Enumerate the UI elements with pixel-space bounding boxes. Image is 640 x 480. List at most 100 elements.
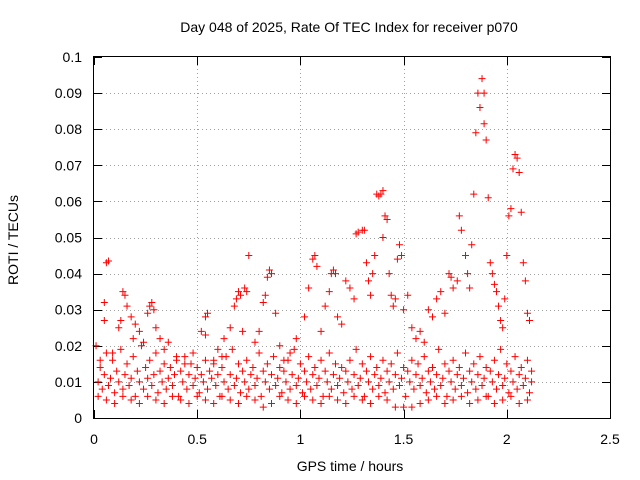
data-point bbox=[131, 392, 139, 400]
data-point bbox=[193, 392, 201, 400]
data-point bbox=[358, 360, 366, 368]
data-point bbox=[309, 396, 317, 404]
data-point bbox=[226, 371, 234, 379]
data-point bbox=[168, 382, 176, 390]
x-tick-label: 2.5 bbox=[600, 431, 620, 447]
data-point bbox=[507, 392, 515, 400]
data-point bbox=[152, 396, 160, 404]
data-point bbox=[340, 389, 348, 397]
data-point bbox=[521, 374, 529, 382]
data-point bbox=[109, 349, 117, 357]
data-point bbox=[228, 345, 236, 353]
data-point bbox=[414, 360, 422, 368]
data-point bbox=[408, 324, 416, 332]
data-point bbox=[226, 324, 234, 332]
data-point bbox=[245, 252, 253, 260]
data-point bbox=[152, 324, 160, 332]
data-point bbox=[175, 392, 183, 400]
data-point bbox=[441, 309, 449, 317]
data-point bbox=[259, 298, 267, 306]
data-point bbox=[505, 212, 513, 220]
data-point bbox=[288, 371, 296, 379]
data-point bbox=[410, 385, 418, 393]
data-point bbox=[206, 367, 214, 375]
data-point bbox=[490, 356, 498, 364]
data-point bbox=[243, 392, 251, 400]
data-point bbox=[325, 288, 333, 296]
data-point bbox=[466, 367, 474, 375]
data-point bbox=[428, 363, 436, 371]
data-point bbox=[387, 360, 395, 368]
data-point bbox=[338, 320, 346, 328]
data-point bbox=[111, 400, 119, 408]
data-point bbox=[115, 324, 123, 332]
data-point bbox=[441, 400, 449, 408]
data-point bbox=[96, 363, 104, 371]
data-point bbox=[251, 338, 259, 346]
data-point bbox=[164, 338, 172, 346]
data-point bbox=[443, 392, 451, 400]
data-point bbox=[526, 389, 534, 397]
data-point bbox=[350, 371, 358, 379]
data-point bbox=[226, 396, 234, 404]
data-point bbox=[232, 295, 240, 303]
data-point bbox=[346, 284, 354, 292]
y-tick-label: 0.08 bbox=[55, 121, 82, 137]
data-point bbox=[490, 400, 498, 408]
data-point bbox=[237, 291, 245, 299]
data-point bbox=[156, 335, 164, 343]
data-point bbox=[201, 396, 209, 404]
data-point bbox=[189, 349, 197, 357]
data-point bbox=[311, 252, 319, 260]
data-point bbox=[377, 190, 385, 198]
data-point bbox=[342, 277, 350, 285]
data-point bbox=[412, 335, 420, 343]
data-point bbox=[495, 302, 503, 310]
data-point bbox=[474, 371, 482, 379]
data-point bbox=[301, 367, 309, 375]
data-point bbox=[501, 374, 509, 382]
data-point bbox=[480, 89, 488, 97]
data-point bbox=[307, 385, 315, 393]
data-point bbox=[398, 374, 406, 382]
data-point bbox=[457, 382, 465, 390]
data-point bbox=[367, 291, 375, 299]
y-tick-label: 0.1 bbox=[63, 49, 83, 65]
data-point bbox=[521, 277, 529, 285]
data-point bbox=[195, 389, 203, 397]
data-point bbox=[424, 396, 432, 404]
data-point bbox=[323, 378, 331, 386]
data-point bbox=[478, 382, 486, 390]
data-point bbox=[127, 313, 135, 321]
data-point bbox=[317, 327, 325, 335]
data-point bbox=[350, 295, 358, 303]
x-tick-label: 1 bbox=[297, 431, 305, 447]
data-point bbox=[478, 75, 486, 83]
data-point bbox=[179, 378, 187, 386]
data-point bbox=[220, 378, 228, 386]
data-point bbox=[334, 313, 342, 321]
data-point bbox=[480, 120, 488, 128]
data-point bbox=[422, 389, 430, 397]
data-point bbox=[499, 382, 507, 390]
data-point bbox=[181, 360, 189, 368]
data-point bbox=[144, 309, 152, 317]
data-point bbox=[117, 317, 125, 325]
chart-title: Day 048 of 2025, Rate Of TEC Index for r… bbox=[180, 19, 518, 35]
data-point bbox=[445, 367, 453, 375]
data-point bbox=[294, 374, 302, 382]
data-point bbox=[474, 89, 482, 97]
data-point bbox=[453, 277, 461, 285]
data-point bbox=[218, 353, 226, 361]
data-point bbox=[290, 345, 298, 353]
data-point bbox=[404, 367, 412, 375]
data-point bbox=[462, 349, 470, 357]
data-point bbox=[503, 252, 511, 260]
data-point bbox=[162, 385, 170, 393]
data-point bbox=[331, 360, 339, 368]
data-point bbox=[389, 302, 397, 310]
data-point bbox=[309, 255, 317, 263]
data-point bbox=[255, 327, 263, 335]
data-point bbox=[433, 371, 441, 379]
data-point bbox=[492, 385, 500, 393]
